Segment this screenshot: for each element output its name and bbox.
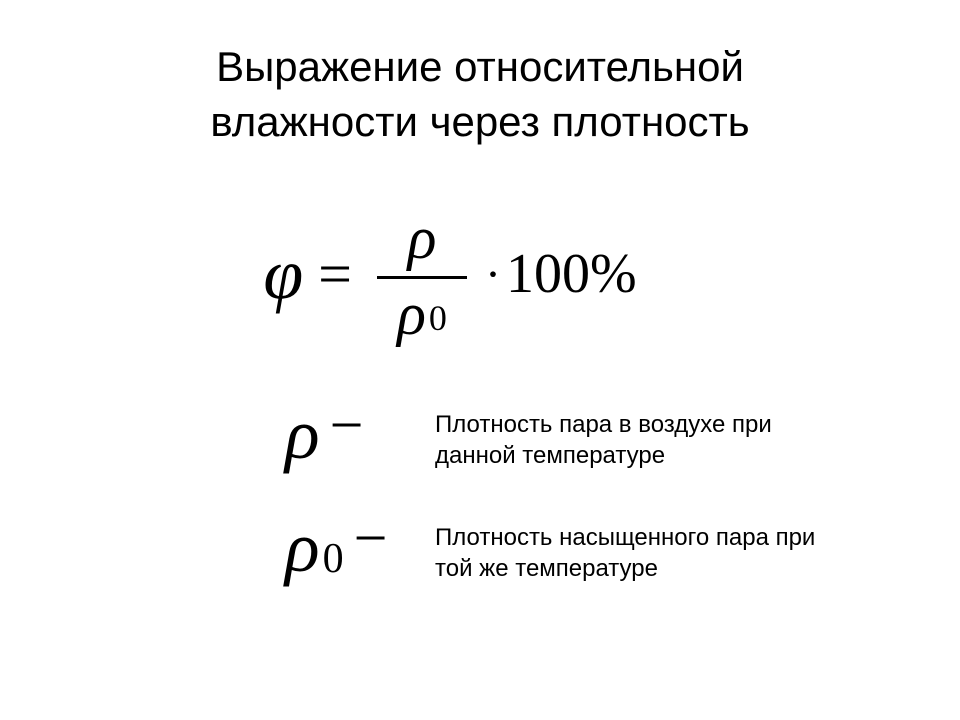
definition-text-2: Плотность насыщенного пара при той же те… xyxy=(435,522,855,584)
definition-rho-zero: ρ 0 − Плотность насыщенного пара при той… xyxy=(60,507,900,584)
subscript-2: 0 xyxy=(323,535,344,583)
symbol-rho: ρ − xyxy=(285,395,405,470)
rho-denom: ρ xyxy=(397,284,426,344)
equals-sign: = xyxy=(318,240,352,309)
fraction: ρ ρ 0 xyxy=(377,204,467,344)
definition-rho: ρ − Плотность пара в воздухе при данной … xyxy=(60,394,900,471)
main-formula: φ = ρ ρ 0 · 100% xyxy=(0,204,900,344)
dash-2: − xyxy=(354,508,388,568)
denominator: ρ 0 xyxy=(397,279,447,344)
subscript-denom: 0 xyxy=(429,297,447,339)
multiplication-dot: · xyxy=(485,247,501,302)
dash-1: − xyxy=(330,395,364,455)
hundred-percent: 100% xyxy=(506,242,637,306)
rho-symbol-2: ρ xyxy=(285,511,320,583)
title-line-1: Выражение относительной xyxy=(216,43,744,90)
slide-title: Выражение относительной влажности через … xyxy=(60,40,900,149)
title-line-2: влажности через плотность xyxy=(210,98,749,145)
phi-symbol: φ xyxy=(263,233,303,316)
rho-symbol-1: ρ xyxy=(285,398,320,470)
definition-text-1: Плотность пара в воздухе при данной темп… xyxy=(435,409,855,471)
symbol-rho-zero: ρ 0 − xyxy=(285,508,405,583)
numerator: ρ xyxy=(408,204,437,276)
